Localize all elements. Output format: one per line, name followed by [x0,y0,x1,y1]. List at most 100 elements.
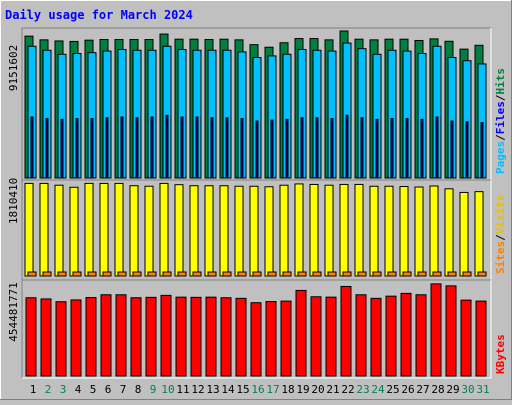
visits-bar [84,182,94,277]
pages-bar [255,120,259,179]
day-label: 13 [206,383,219,396]
visits-bar [264,186,274,277]
visits-bar [249,185,259,277]
kbytes-bar [475,300,487,377]
panel-kbytes-bevel-dark [21,279,491,378]
visits-bar [69,186,79,277]
day-label: 14 [221,383,235,396]
pages-bar [285,118,289,179]
day-label: 9 [150,383,157,396]
sites-bar [357,271,367,277]
kbytes-bar [340,285,352,377]
day-label: 17 [266,383,279,396]
day-label: 29 [446,383,459,396]
kbytes-bar [190,296,202,377]
kbytes-bar [25,297,37,377]
kbytes-bar [40,298,52,377]
sites-bar [192,271,202,277]
day-label: 2 [45,383,52,396]
day-label: 23 [356,383,369,396]
sites-bar [42,271,52,277]
day-label: 19 [296,383,309,396]
sites-bar [402,271,412,277]
day-label: 6 [105,383,112,396]
day-label: 5 [90,383,97,396]
day-label: 4 [75,383,82,396]
legend-hits: Hits [494,68,507,95]
day-label: 28 [431,383,444,396]
visits-bar [294,183,304,277]
sites-bar [447,271,457,277]
kbytes-bar [160,294,172,377]
day-label: 22 [341,383,354,396]
visits-bar [474,191,484,277]
pages-bar [480,122,484,179]
pages-bar [60,118,64,179]
visits-bar [24,182,34,277]
day-label: 27 [416,383,429,396]
kbytes-bars [25,283,487,377]
day-label: 10 [161,383,174,396]
kbytes-bar [175,296,187,377]
kbytes-bar [325,296,337,377]
visits-bar [144,185,154,277]
sites-bar [72,271,82,277]
visits-bar [279,184,289,277]
kbytes-bar [295,289,307,377]
kbytes-bar [310,296,322,377]
visits-bar [429,185,439,277]
kbytes-bar [400,292,412,377]
pages-bar [300,117,304,179]
visits-bar [234,185,244,277]
pages-bar [330,118,334,179]
sites-bar [252,271,262,277]
pages-bar [390,118,394,179]
legend-separator: / [494,234,507,241]
sites-bar [267,271,277,277]
pages-bar [450,120,454,179]
day-label: 31 [476,383,489,396]
day-label: 26 [401,383,414,396]
pages-bar [240,118,244,179]
day-label: 8 [135,383,142,396]
sites-bar [327,271,337,277]
sites-bar [312,271,322,277]
day-label: 7 [120,383,127,396]
pages-bar [315,117,319,179]
day-label: 11 [176,383,189,396]
kbytes-bar [280,300,292,377]
sites-bar [282,271,292,277]
visits-bar [54,184,64,277]
pages-bar [375,118,379,179]
pages-bar [270,119,274,179]
sites-bar [297,271,307,277]
day-label: 30 [461,383,474,396]
visits-bar [354,183,364,277]
visits-bar [324,184,334,277]
sites-bar [147,271,157,277]
sites-bar [87,271,97,277]
kbytes-bar [355,294,367,377]
kbytes-bar [115,294,127,377]
legend-files: Files [494,101,507,134]
day-label: 12 [191,383,204,396]
visits-bar [114,182,124,277]
pages-bar [120,116,124,179]
kbytes-bar [385,295,397,377]
visits-bar [309,183,319,277]
visits-bar [369,185,379,277]
kbytes-bar [250,302,262,377]
pages-bar [90,118,94,179]
day-label: 3 [60,383,67,396]
day-label: 15 [236,383,249,396]
sites-bar [117,271,127,277]
pages-bar [345,114,349,179]
legend-sites: Sites [494,241,507,274]
sites-bar [132,271,142,277]
pages-bar [135,117,139,179]
legend-separator: / [494,134,507,141]
kbytes-bar [235,297,247,377]
kbytes-bar [100,294,112,377]
